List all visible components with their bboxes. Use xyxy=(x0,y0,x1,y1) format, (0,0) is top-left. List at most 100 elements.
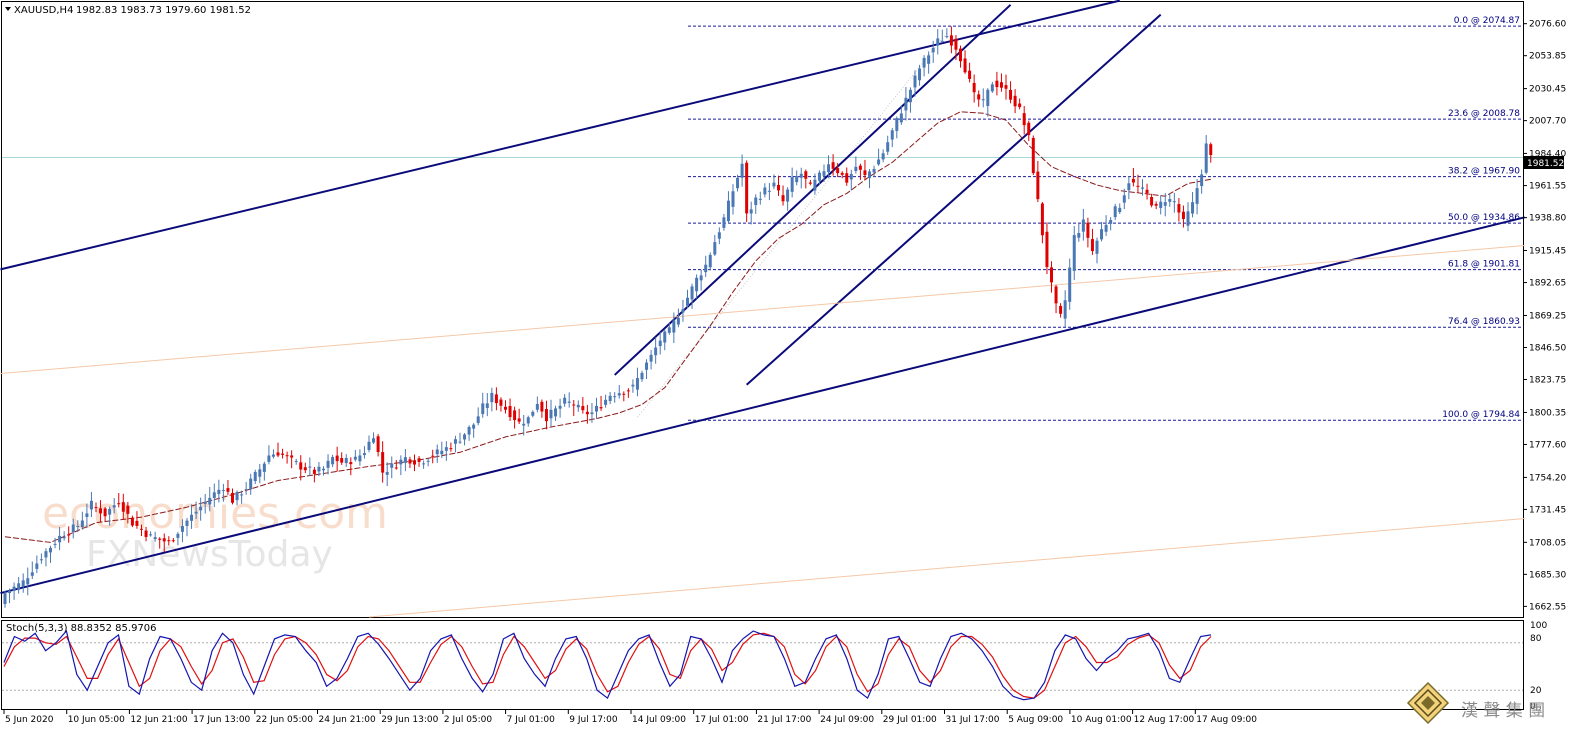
candle-body[interactable] xyxy=(972,82,976,93)
candle-body[interactable] xyxy=(1104,224,1108,232)
candle-body[interactable] xyxy=(35,563,39,569)
candle-body[interactable] xyxy=(217,489,221,494)
candle-body[interactable] xyxy=(1013,95,1017,107)
candle-body[interactable] xyxy=(435,449,439,455)
candle-body[interactable] xyxy=(335,455,339,462)
candle-body[interactable] xyxy=(476,416,480,424)
candle-body[interactable] xyxy=(585,411,589,415)
candle-body[interactable] xyxy=(276,452,280,456)
candle-body[interactable] xyxy=(49,547,52,553)
candle-body[interactable] xyxy=(258,469,262,477)
candle-body[interactable] xyxy=(781,195,785,202)
candle-body[interactable] xyxy=(1163,202,1167,206)
candle-body[interactable] xyxy=(927,55,931,64)
candle-body[interactable] xyxy=(658,340,662,347)
candle-body[interactable] xyxy=(26,578,30,585)
candle-body[interactable] xyxy=(590,412,594,415)
candle-body[interactable] xyxy=(1200,174,1204,187)
candle-body[interactable] xyxy=(899,113,903,123)
candle-body[interactable] xyxy=(1145,189,1149,194)
candle-body[interactable] xyxy=(622,393,626,395)
steep-channel-upper-line[interactable] xyxy=(614,4,1012,376)
candle-body[interactable] xyxy=(1127,183,1131,191)
candle-body[interactable] xyxy=(71,524,75,533)
candle-body[interactable] xyxy=(231,492,234,503)
candle-body[interactable] xyxy=(690,286,694,300)
candle-body[interactable] xyxy=(1186,211,1190,226)
candle-body[interactable] xyxy=(613,396,617,398)
candle-body[interactable] xyxy=(840,172,844,175)
candle-body[interactable] xyxy=(549,409,553,419)
candle-body[interactable] xyxy=(1209,144,1213,156)
candle-body[interactable] xyxy=(918,68,922,81)
candle-body[interactable] xyxy=(385,472,389,475)
candle-body[interactable] xyxy=(831,162,835,169)
candle-body[interactable] xyxy=(17,583,21,590)
candle-body[interactable] xyxy=(326,460,330,468)
candle-body[interactable] xyxy=(726,200,730,222)
candle-body[interactable] xyxy=(358,455,362,462)
candle-body[interactable] xyxy=(376,436,380,453)
candle-body[interactable] xyxy=(444,447,448,451)
candle-body[interactable] xyxy=(390,463,394,468)
candle-body[interactable] xyxy=(890,130,894,140)
candle-body[interactable] xyxy=(599,407,603,409)
candle-body[interactable] xyxy=(827,164,831,173)
candle-body[interactable] xyxy=(1118,207,1122,213)
candle-body[interactable] xyxy=(199,506,203,511)
candle-body[interactable] xyxy=(649,354,653,362)
candle-body[interactable] xyxy=(12,586,16,591)
candle-body[interactable] xyxy=(686,297,689,306)
candle-body[interactable] xyxy=(845,173,849,183)
candle-body[interactable] xyxy=(1131,178,1135,183)
candle-body[interactable] xyxy=(1181,211,1185,219)
candle-body[interactable] xyxy=(99,508,103,514)
candle-body[interactable] xyxy=(499,399,503,406)
candle-body[interactable] xyxy=(1191,202,1195,214)
candle-body[interactable] xyxy=(1141,187,1144,189)
candle-body[interactable] xyxy=(58,535,62,543)
candle-body[interactable] xyxy=(126,505,130,514)
candle-body[interactable] xyxy=(567,401,571,403)
candle-body[interactable] xyxy=(399,459,403,465)
candle-body[interactable] xyxy=(790,177,794,192)
candle-body[interactable] xyxy=(194,511,198,514)
candle-body[interactable] xyxy=(108,508,112,515)
candle-body[interactable] xyxy=(299,462,303,470)
candle-body[interactable] xyxy=(1059,305,1063,314)
candle-body[interactable] xyxy=(1168,199,1172,202)
candle-body[interactable] xyxy=(203,501,207,505)
candle-body[interactable] xyxy=(1054,286,1058,304)
candle-body[interactable] xyxy=(540,401,544,412)
candle-body[interactable] xyxy=(413,460,416,465)
candle-body[interactable] xyxy=(1095,240,1099,254)
candle-body[interactable] xyxy=(312,469,316,474)
candle-body[interactable] xyxy=(804,171,808,179)
candle-body[interactable] xyxy=(777,184,780,191)
candle-body[interactable] xyxy=(394,467,398,469)
candle-body[interactable] xyxy=(294,461,298,463)
candle-body[interactable] xyxy=(322,468,325,471)
candle-body[interactable] xyxy=(526,417,530,424)
candle-body[interactable] xyxy=(663,331,667,343)
candle-body[interactable] xyxy=(349,462,353,465)
candle-body[interactable] xyxy=(1159,201,1163,208)
candle-body[interactable] xyxy=(1177,204,1181,213)
candle-body[interactable] xyxy=(1077,233,1081,238)
candle-body[interactable] xyxy=(1040,203,1044,236)
candle-body[interactable] xyxy=(736,177,740,189)
candle-body[interactable] xyxy=(995,80,999,88)
candle-body[interactable] xyxy=(94,507,98,509)
candle-body[interactable] xyxy=(940,40,944,42)
candle-body[interactable] xyxy=(1109,219,1113,224)
candle-body[interactable] xyxy=(1045,231,1049,268)
candle-body[interactable] xyxy=(121,502,125,512)
candle-body[interactable] xyxy=(331,457,335,465)
candle-body[interactable] xyxy=(67,534,71,536)
candle-body[interactable] xyxy=(308,466,312,468)
candle-body[interactable] xyxy=(799,173,803,178)
candle-body[interactable] xyxy=(822,171,826,176)
candle-body[interactable] xyxy=(708,254,712,268)
candle-body[interactable] xyxy=(149,534,153,536)
candle-body[interactable] xyxy=(176,533,180,538)
